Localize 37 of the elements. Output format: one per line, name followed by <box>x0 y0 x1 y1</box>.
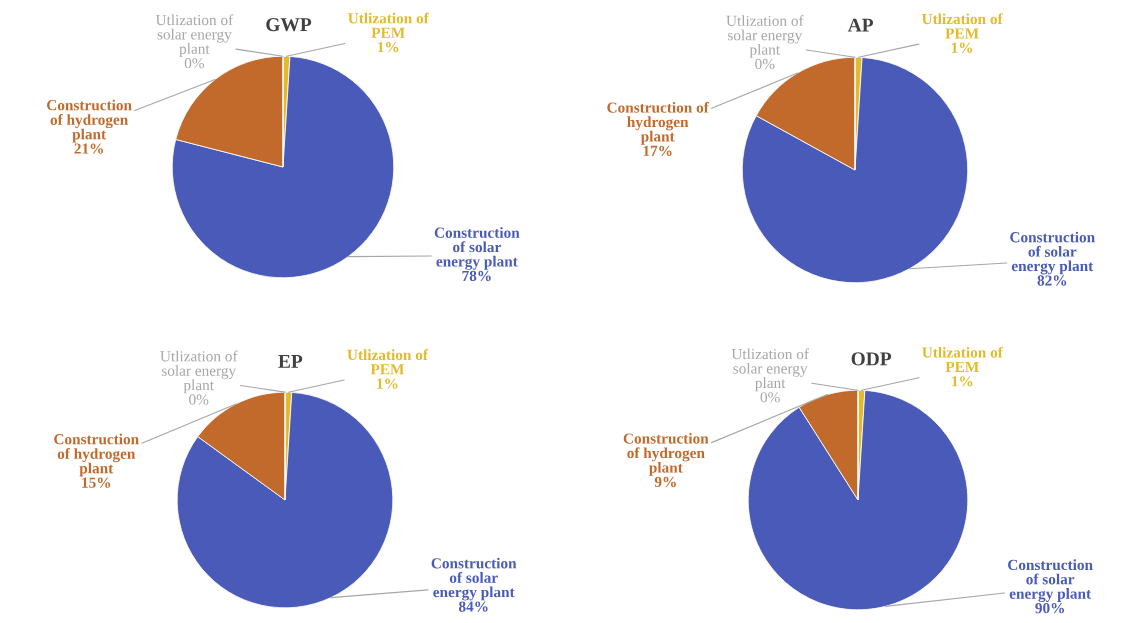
chart-title: AP <box>847 18 874 32</box>
text: 0% <box>189 394 209 405</box>
data-label: 84% <box>458 601 488 612</box>
data-label: 1% <box>378 41 399 53</box>
data-label: 1% <box>377 378 398 389</box>
slice-label: Construction of solar energy plant <box>1010 231 1095 275</box>
slice-label: Construction of hydrogen plant <box>607 101 709 145</box>
data-label: 82% <box>1037 275 1067 286</box>
slice-label: Utlization of PEM <box>347 349 429 375</box>
text: 0% <box>755 58 775 70</box>
category-label: Utlization of solar energy plant <box>731 348 809 392</box>
slice-label: Construction of hydrogen plant <box>54 433 139 477</box>
data-label: 90% <box>1035 602 1064 614</box>
chart-title: EP <box>278 354 303 368</box>
data-label: 15% <box>82 477 111 488</box>
slice-label: Utlization of PEM <box>921 13 1003 39</box>
slice-label: Construction of solar energy plant <box>434 227 520 270</box>
data-label: 1% <box>952 376 973 387</box>
slice-label: Construction of hydrogen plant <box>623 432 709 476</box>
text: 0% <box>760 392 780 403</box>
slice-label: Construction of solar energy plant <box>431 557 517 601</box>
slice-label: Construction of hydrogen plant <box>47 99 132 143</box>
chart-title: GWP <box>266 18 312 32</box>
category-label: Utlization of solar energy plant <box>160 350 238 394</box>
data-label: 1% <box>951 42 973 53</box>
data-label: 21% <box>74 143 103 154</box>
data-label: 78% <box>462 270 491 282</box>
text: 0% <box>184 58 205 69</box>
category-label: Utlization of solar energy plant <box>155 14 234 58</box>
slice-label: Utlization of PEM <box>348 12 429 38</box>
data-label: 9% <box>654 476 676 488</box>
category-label: Utlization of solar energy plant <box>726 15 804 58</box>
chart-title: ODP <box>851 352 892 366</box>
slice-label: Utlization of PEM <box>922 346 1003 372</box>
slice-label: Construction of solar energy plant <box>1008 559 1093 603</box>
data-label: 17% <box>643 145 672 157</box>
pie-slice <box>741 57 969 284</box>
